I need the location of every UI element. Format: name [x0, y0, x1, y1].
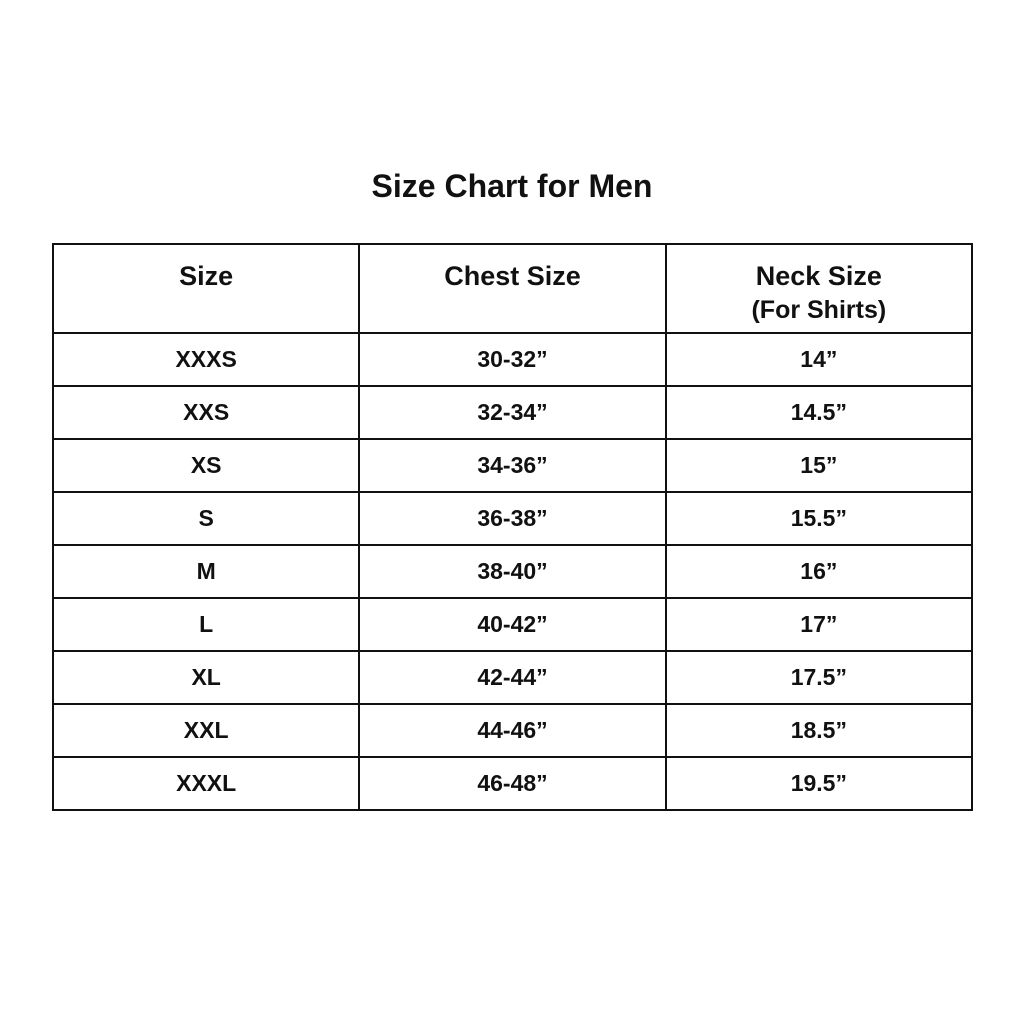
- cell-neck: 18.5”: [664, 703, 974, 758]
- header-size: Size: [51, 243, 361, 334]
- cell-neck: 17”: [664, 597, 974, 652]
- cell-size: S: [51, 491, 361, 546]
- cell-size: XXXL: [51, 756, 361, 811]
- header-neck-label: Neck Size: [755, 261, 882, 291]
- table-row: XXXS 30-32” 14”: [51, 332, 974, 387]
- cell-chest: 34-36”: [358, 438, 667, 493]
- cell-chest: 36-38”: [358, 491, 667, 546]
- table-row: XXXL 46-48” 19.5”: [51, 756, 974, 811]
- cell-chest: 30-32”: [358, 332, 667, 387]
- table-row: L 40-42” 17”: [51, 597, 974, 652]
- cell-size: XXS: [51, 385, 361, 440]
- header-row: Size Chest Size Neck Size (For Shirts): [51, 243, 974, 334]
- cell-neck: 14”: [664, 332, 974, 387]
- header-chest-size: Chest Size: [358, 243, 667, 334]
- cell-neck: 15”: [664, 438, 974, 493]
- cell-size: M: [51, 544, 361, 599]
- cell-neck: 15.5”: [664, 491, 974, 546]
- table-row: XS 34-36” 15”: [51, 438, 974, 493]
- header-neck-size: Neck Size (For Shirts): [664, 243, 974, 334]
- cell-size: XXXS: [51, 332, 361, 387]
- cell-neck: 14.5”: [664, 385, 974, 440]
- cell-size: XS: [51, 438, 361, 493]
- cell-chest: 44-46”: [358, 703, 667, 758]
- cell-size: L: [51, 597, 361, 652]
- cell-neck: 16”: [664, 544, 974, 599]
- cell-chest: 40-42”: [358, 597, 667, 652]
- table-row: M 38-40” 16”: [51, 544, 974, 599]
- cell-chest: 42-44”: [358, 650, 667, 705]
- cell-chest: 38-40”: [358, 544, 667, 599]
- cell-neck: 17.5”: [664, 650, 974, 705]
- cell-chest: 32-34”: [358, 385, 667, 440]
- size-chart-table: Size Chest Size Neck Size (For Shirts) X…: [51, 243, 974, 811]
- table-row: S 36-38” 15.5”: [51, 491, 974, 546]
- table-row: XL 42-44” 17.5”: [51, 650, 974, 705]
- table-row: XXL 44-46” 18.5”: [51, 703, 974, 758]
- cell-neck: 19.5”: [664, 756, 974, 811]
- cell-chest: 46-48”: [358, 756, 667, 811]
- cell-size: XXL: [51, 703, 361, 758]
- table-row: XXS 32-34” 14.5”: [51, 385, 974, 440]
- page-title: Size Chart for Men: [371, 168, 653, 204]
- header-neck-sublabel: (For Shirts): [751, 296, 887, 324]
- cell-size: XL: [51, 650, 361, 705]
